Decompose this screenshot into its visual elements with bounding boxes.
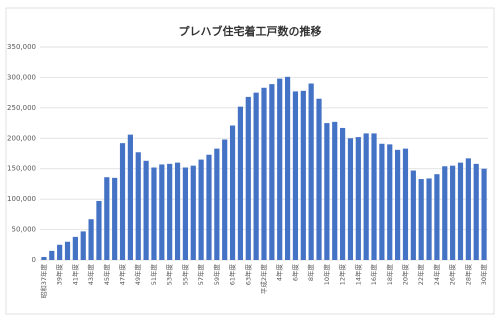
bar [80,231,86,260]
y-tick-label: 100,000 [7,195,36,203]
bar [379,143,385,260]
bar [119,143,126,260]
bar [135,152,141,260]
bar [41,256,47,260]
x-tick-label: 61年度 [228,264,237,286]
x-tick-label: 10年度 [322,264,331,286]
x-tick-label: 16年度 [369,264,378,286]
x-tick-label: 49年度 [133,264,142,286]
x-tick-label: 8年度 [306,264,315,282]
bar [300,90,306,261]
x-tick-label: 59年度 [212,264,221,286]
bar [96,200,102,260]
bar [316,98,322,260]
bar [332,121,338,261]
bar [473,163,479,260]
bar [57,244,63,260]
bar [229,125,236,261]
bar [355,137,361,260]
bar [395,149,401,260]
x-tick-label: 14年度 [353,264,362,286]
x-tick-label: 57年度 [196,264,205,286]
bar [402,148,409,260]
bar [418,179,424,260]
bar [174,162,181,260]
x-tick-label: 30年度 [479,264,488,286]
bar [387,144,393,260]
y-tick-label: 0 [32,256,36,264]
y-tick-label: 150,000 [7,165,36,173]
bar [88,219,94,260]
bar [49,250,55,260]
bar [222,139,228,260]
x-tick-label: 28年度 [463,264,472,286]
bar [442,166,448,260]
y-tick-label: 300,000 [7,73,36,81]
bar [237,106,244,260]
x-tick-label: 平成2年度 [259,264,268,295]
bar [72,236,78,260]
x-tick-label: 6年度 [290,264,299,282]
x-tick-label: 51年度 [149,264,158,286]
bar [198,159,204,260]
bar [112,177,118,260]
bar [363,133,369,260]
bar [245,96,251,260]
x-tick-label: 20年度 [400,264,409,286]
bar [410,170,416,260]
bar [347,138,354,260]
bar [167,163,173,260]
x-tick-label: 45年度 [102,264,111,286]
chart-title: プレハブ住宅着工戸数の推移 [179,24,322,38]
x-tick-label: 4年度 [275,264,284,282]
x-tick-label: 39年度 [55,264,64,286]
x-tick-label: 47年度 [118,264,127,286]
x-tick-label: 昭和37年度 [39,264,48,299]
bar [308,83,314,260]
y-tick-label: 50,000 [12,226,37,234]
bar [151,167,157,260]
bar [371,133,377,260]
x-tick-label: 12年度 [338,264,347,286]
bar [127,134,133,260]
bar [261,87,267,260]
x-tick-label: 43年度 [86,264,95,286]
bar [143,160,149,260]
bar [426,178,432,260]
bar [190,165,196,260]
x-tick-label: 55年度 [180,264,189,286]
bar [340,127,346,260]
x-tick-label: 24年度 [432,264,441,286]
bar [206,154,212,260]
bar [159,164,165,260]
x-tick-label: 63年度 [243,264,252,286]
bar [277,78,283,260]
bar [269,84,275,260]
x-tick-label: 18年度 [385,264,394,286]
bar [434,174,440,260]
bar [292,91,299,260]
y-tick-label: 350,000 [7,43,36,51]
bar [457,162,464,260]
y-tick-label: 200,000 [7,134,36,142]
bar [253,92,259,261]
x-tick-label: 53年度 [165,264,174,286]
bar [481,168,487,260]
x-tick-label: 41年度 [70,264,79,286]
bar [284,76,291,260]
y-tick-label: 250,000 [7,104,36,112]
bar [324,123,330,260]
bar [450,165,456,260]
bar [465,158,471,260]
bar [182,167,188,260]
x-tick-label: 22年度 [416,264,425,286]
bar [214,148,220,260]
bar [64,241,71,260]
x-tick-label: 26年度 [448,264,457,286]
bar [104,177,110,260]
